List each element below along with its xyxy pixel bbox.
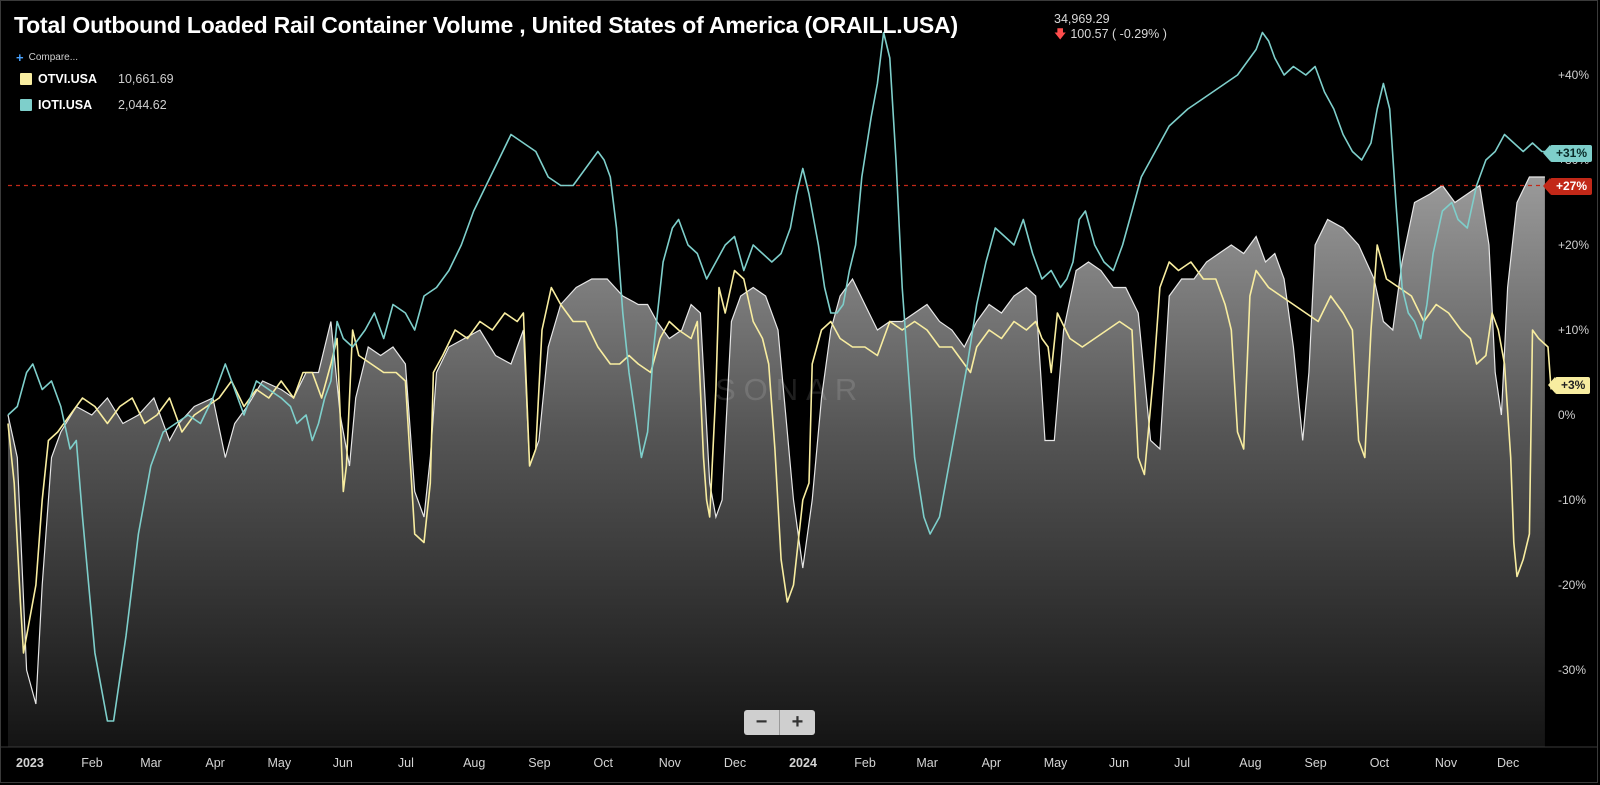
- x-tick-label: Sep: [1305, 756, 1327, 770]
- series-line-otvi: [7, 244, 1552, 654]
- price-change: 🡇 100.57 ( -0.29% ): [1054, 27, 1167, 42]
- x-tick-label: Aug: [1239, 756, 1261, 770]
- x-tick-label: Nov: [1435, 756, 1458, 770]
- x-tick-label: Jul: [398, 756, 414, 770]
- watermark: SONAR: [715, 372, 866, 407]
- x-tick-label: Aug: [463, 756, 485, 770]
- series-area-oraill: [8, 177, 1545, 747]
- legend-item-ioti[interactable]: IOTI.USA 2,044.62: [20, 98, 167, 112]
- x-tick-label: Dec: [1497, 756, 1519, 770]
- compare-label: Compare...: [28, 52, 79, 63]
- legend-name: IOTI.USA: [38, 98, 93, 112]
- x-tick-label: Feb: [81, 756, 103, 770]
- price-box: 34,969.29 🡇 100.57 ( -0.29% ): [1054, 12, 1167, 42]
- x-tick-label: Nov: [659, 756, 682, 770]
- x-tick-label: Sep: [528, 756, 550, 770]
- y-tick-label: +20%: [1558, 238, 1589, 252]
- x-tick-label: Feb: [854, 756, 876, 770]
- zoom-controls: − +: [744, 710, 815, 735]
- last-value-tag-otvi: +3%: [1547, 377, 1591, 394]
- y-tick-label: 0%: [1558, 408, 1576, 422]
- x-tick-label: Oct: [1370, 756, 1390, 770]
- legend-item-otvi[interactable]: OTVI.USA 10,661.69: [20, 72, 174, 86]
- last-value-tag-oraill: +27%: [1542, 178, 1593, 195]
- y-tick-label: -30%: [1558, 663, 1586, 677]
- y-tick-label: -20%: [1558, 578, 1586, 592]
- down-arrow-icon: 🡇: [1054, 27, 1067, 41]
- y-tick-label: +40%: [1558, 68, 1589, 82]
- plus-icon: +: [16, 50, 24, 65]
- last-value-tag-ioti: +31%: [1542, 145, 1593, 162]
- zoom-in-button[interactable]: +: [779, 710, 815, 735]
- x-tick-label: May: [1044, 756, 1068, 770]
- price-change-value: 100.57 ( -0.29% ): [1070, 27, 1167, 41]
- chart-title: Total Outbound Loaded Rail Container Vol…: [14, 12, 958, 38]
- x-tick-label: Mar: [140, 756, 162, 770]
- x-tick-label: Mar: [916, 756, 938, 770]
- x-tick-label: May: [267, 756, 291, 770]
- x-tick-label: Jun: [333, 756, 353, 770]
- x-tick-label: Jul: [1174, 756, 1190, 770]
- compare-button[interactable]: + Compare...: [16, 50, 78, 65]
- x-tick-label: Apr: [205, 756, 224, 770]
- x-tick-label: 2024: [789, 756, 817, 770]
- legend-swatch: [20, 73, 32, 85]
- zoom-out-button[interactable]: −: [744, 710, 779, 735]
- x-tick-label: Jun: [1109, 756, 1129, 770]
- x-tick-label: Dec: [724, 756, 746, 770]
- current-price: 34,969.29: [1054, 12, 1110, 26]
- y-tick-label: -10%: [1558, 493, 1586, 507]
- series-line-ioti: [7, 31, 1548, 722]
- y-tick-label: +10%: [1558, 323, 1589, 337]
- x-tick-label: Oct: [594, 756, 614, 770]
- x-tick-label: 2023: [16, 756, 44, 770]
- legend-value: 10,661.69: [118, 72, 174, 86]
- legend-swatch: [20, 99, 32, 111]
- x-tick-label: Apr: [982, 756, 1001, 770]
- legend-name: OTVI.USA: [38, 72, 98, 86]
- legend-value: 2,044.62: [118, 98, 167, 112]
